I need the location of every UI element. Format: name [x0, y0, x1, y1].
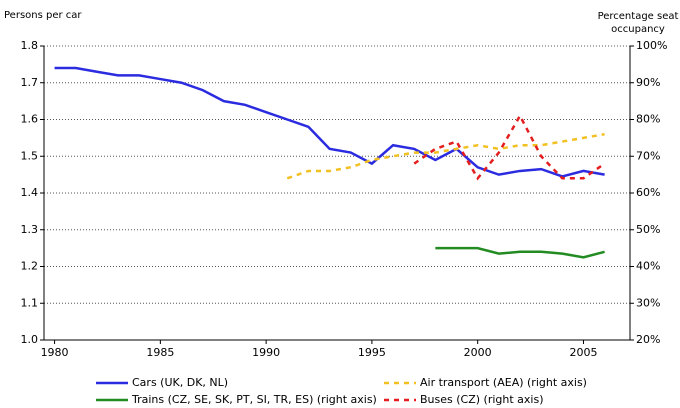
chart-container: 1.0 1.1 1.2 1.3 1.4 1.5 1.6 1.7 1.8 20% 30% 40% 50% 6… — [0, 0, 680, 408]
x-tick-label: 1995 — [358, 346, 386, 359]
y-tick-label: 1.8 — [21, 39, 39, 52]
series-line — [435, 248, 604, 257]
y-tick-label: 1.6 — [21, 113, 39, 126]
x-tick-label: 1980 — [41, 346, 69, 359]
legend-label: Buses (CZ) (right axis) — [420, 393, 544, 406]
y2-tick-label: 90% — [636, 76, 660, 89]
y-axis-label: Persons per car — [4, 10, 82, 21]
y2-tick-label: 50% — [636, 223, 660, 236]
x-tick-label: 1985 — [146, 346, 174, 359]
y2-tick-label: 30% — [636, 296, 660, 309]
legend-label: Trains (CZ, SE, SK, PT, SI, TR, ES) (rig… — [131, 393, 377, 406]
y2-tick-label: 100% — [636, 39, 667, 52]
x-tick-label: 2000 — [464, 346, 492, 359]
series-line — [414, 116, 604, 178]
chart: 1.0 1.1 1.2 1.3 1.4 1.5 1.6 1.7 1.8 20% 30% 40% 50% 6… — [0, 0, 680, 408]
y-tick-label: 1.2 — [21, 260, 39, 273]
y-tick-label: 1.5 — [21, 149, 39, 162]
y2-tick-label: 40% — [636, 260, 660, 273]
x-tick-label: 1990 — [252, 346, 280, 359]
y-tick-label: 1.1 — [21, 296, 39, 309]
y2-tick-label: 70% — [636, 149, 660, 162]
y2-tick-label: 60% — [636, 186, 660, 199]
y2-axis-label: Percentage seat occupancy — [596, 10, 680, 36]
y-tick-label: 1.0 — [21, 333, 39, 346]
y2-tick-label: 80% — [636, 113, 660, 126]
legend-label: Air transport (AEA) (right axis) — [420, 376, 587, 389]
legend-label: Cars (UK, DK, NL) — [132, 376, 228, 389]
y2-tick-label: 20% — [636, 333, 660, 346]
x-tick-label: 2005 — [569, 346, 597, 359]
y-tick-label: 1.4 — [21, 186, 39, 199]
y-tick-label: 1.7 — [21, 76, 39, 89]
y-tick-label: 1.3 — [21, 223, 39, 236]
